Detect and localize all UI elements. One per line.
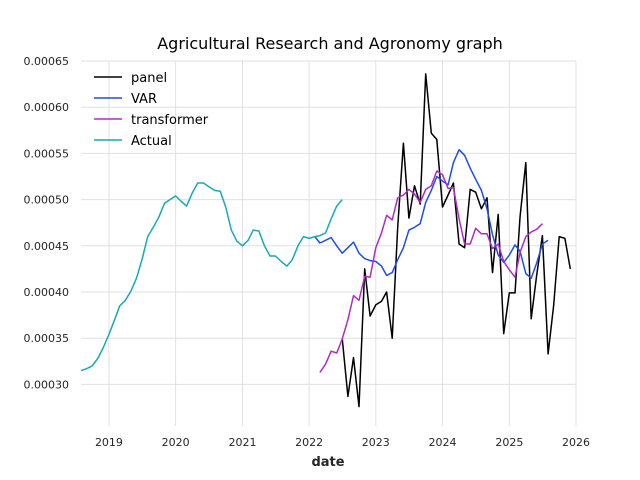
y-tick-label: 0.00030 xyxy=(24,378,70,391)
y-tick-label: 0.00055 xyxy=(24,147,70,160)
legend-label-actual: Actual xyxy=(131,134,172,149)
legend-label-panel: panel xyxy=(131,71,167,86)
y-tick-label: 0.00065 xyxy=(24,55,70,68)
x-tick-label: 2024 xyxy=(428,436,456,449)
y-tick-label: 0.00045 xyxy=(24,240,70,253)
legend-label-var: VAR xyxy=(131,92,157,107)
legend: panel VAR transformer Actual xyxy=(94,71,209,149)
y-tick-label: 0.00040 xyxy=(24,286,70,299)
x-axis-ticks: 2019 2020 2021 2022 2023 2024 2025 2026 xyxy=(95,436,590,449)
y-axis-ticks: 0.00030 0.00035 0.00040 0.00045 0.00050 0.000… xyxy=(24,55,70,391)
chart-title: Agricultural Research and Agronomy graph xyxy=(157,34,503,53)
series-line-panel xyxy=(341,73,572,408)
x-tick-label: 2019 xyxy=(95,436,123,449)
series-line-actual xyxy=(80,182,343,372)
x-tick-label: 2020 xyxy=(162,436,190,449)
series-line-var xyxy=(314,148,549,279)
series-lines xyxy=(80,73,572,408)
x-tick-label: 2022 xyxy=(295,436,323,449)
y-tick-label: 0.00050 xyxy=(24,194,70,207)
x-tick-label: 2023 xyxy=(362,436,390,449)
x-tick-label: 2026 xyxy=(562,436,590,449)
grid-lines xyxy=(81,60,577,426)
y-tick-label: 0.00035 xyxy=(24,332,70,345)
x-axis-label: date xyxy=(311,455,344,470)
y-tick-label: 0.00060 xyxy=(24,101,70,114)
legend-label-transformer: transformer xyxy=(131,113,209,128)
x-tick-label: 2021 xyxy=(228,436,256,449)
x-tick-label: 2025 xyxy=(495,436,523,449)
series-line-transformer xyxy=(319,170,543,373)
